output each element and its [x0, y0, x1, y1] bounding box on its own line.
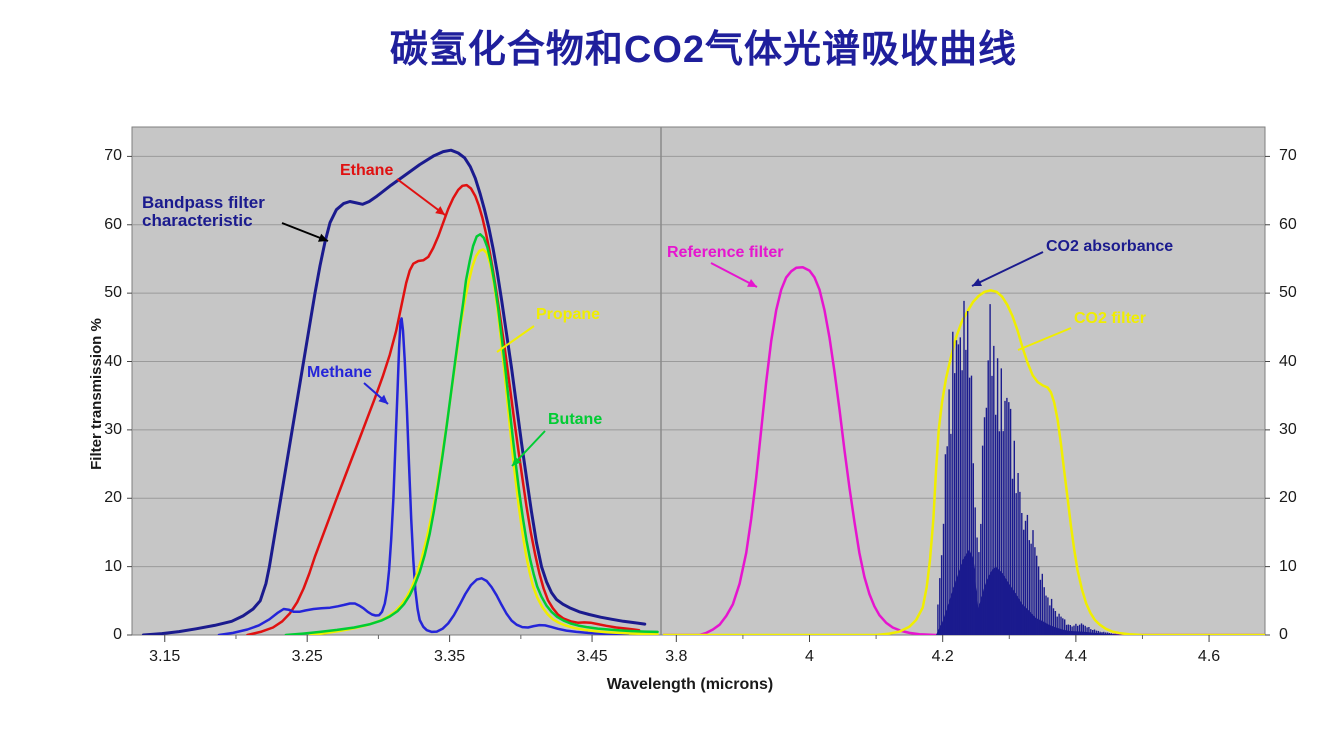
annotation-arrowhead-ethane — [435, 206, 445, 215]
y-tick-label-right: 20 — [1279, 489, 1297, 507]
y-tick-label-left: 20 — [104, 489, 122, 507]
annotation-label-propane: Propane — [536, 306, 601, 323]
annotation-label-bandpass: Bandpass filter characteristic — [142, 193, 265, 230]
annotation-label-ethane: Ethane — [340, 162, 394, 179]
y-tick-label-right: 50 — [1279, 284, 1297, 302]
annotation-arrowhead-co2-absorbance — [972, 278, 982, 286]
y-tick-label-right: 0 — [1279, 626, 1288, 643]
annotation-arrowhead-butane — [512, 456, 522, 466]
y-tick-label-left: 10 — [104, 557, 122, 575]
x-tick-label: 4.6 — [1197, 648, 1221, 665]
x-tick-label: 4.4 — [1064, 648, 1087, 665]
y-tick-label-left: 30 — [104, 420, 122, 438]
series-methane — [217, 317, 629, 635]
y-tick-label-right: 30 — [1279, 420, 1297, 438]
y-tick-label-right: 40 — [1279, 352, 1297, 370]
annotation-leader-propane — [496, 325, 535, 353]
x-tick-label: 3.45 — [576, 648, 608, 665]
series-co2-absorbance — [936, 300, 1123, 635]
annotation-arrowhead-methane — [378, 394, 388, 404]
y-tick-label-left: 50 — [104, 284, 122, 302]
series-propane — [308, 248, 659, 635]
y-tick-label-right: 10 — [1279, 557, 1297, 575]
y-tick-label-left: 70 — [104, 147, 122, 165]
x-tick-label: 3.15 — [149, 648, 181, 665]
series-co2-filter — [663, 289, 1265, 635]
series-ethane — [246, 183, 641, 635]
plot-background — [131, 126, 1266, 636]
y-tick-label-right: 60 — [1279, 215, 1297, 233]
annotation-label-co2-filter: CO2 filter — [1074, 310, 1147, 327]
annotation-arrowhead-reference-filter — [747, 279, 757, 287]
x-tick-label: 3.25 — [291, 648, 323, 665]
chart-title: 碳氢化合物和CO2气体光谱吸收曲线 — [389, 29, 1018, 71]
x-tick-label: 3.8 — [665, 648, 688, 665]
annotation-label-butane: Butane — [548, 411, 603, 428]
x-axis-title: Wavelength (microns) — [606, 676, 774, 693]
annotation-leader-co2-filter — [1017, 327, 1072, 351]
series-bandpass-filter-characteristic — [141, 148, 647, 635]
annotation-label-methane: Methane — [307, 364, 372, 381]
y-tick-label-left: 40 — [104, 352, 122, 370]
series-reference-filter — [663, 265, 1265, 635]
annotation-label-co2-absorbance: CO2 absorbance — [1046, 238, 1174, 255]
series-butane — [284, 233, 659, 635]
y-tick-label-left: 60 — [104, 215, 122, 233]
x-tick-label: 4.2 — [931, 648, 954, 665]
y-tick-label-right: 70 — [1279, 147, 1297, 165]
annotation-label-reference-filter: Reference filter — [667, 244, 784, 261]
annotation-arrowhead-bandpass — [318, 233, 328, 242]
x-tick-label: 3.35 — [434, 648, 466, 665]
annotation-leader-co2-absorbance — [971, 251, 1044, 287]
y-axis-title: Filter transmission % — [88, 318, 105, 470]
annotation-leader-ethane — [396, 178, 446, 216]
x-tick-label: 4 — [805, 648, 814, 665]
y-tick-label-left: 0 — [113, 626, 122, 643]
